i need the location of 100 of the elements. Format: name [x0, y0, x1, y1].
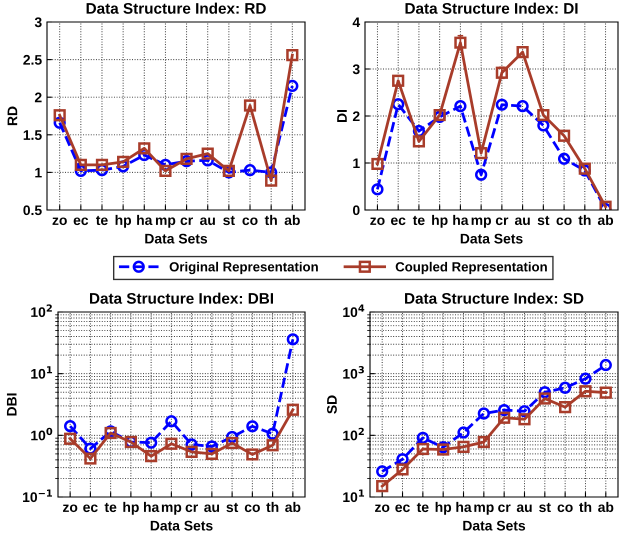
x-axis-title: Data Sets [463, 520, 526, 531]
point [416, 432, 429, 444]
x-tick-label: st [539, 502, 551, 512]
point [538, 392, 551, 405]
x-tick-label: mp [162, 504, 182, 515]
y-axis-title: DI [337, 110, 347, 122]
point [600, 358, 612, 372]
x-tick-label: hp [432, 214, 448, 228]
point [392, 74, 404, 87]
x-tick-label: ec [395, 504, 410, 512]
y-tick-label: 0 [352, 205, 360, 216]
point [96, 158, 108, 171]
point [437, 443, 450, 456]
point [159, 164, 172, 178]
point [478, 436, 490, 448]
x-tick-label: zo [52, 217, 67, 226]
x-tick-label: ab [598, 502, 614, 512]
point [498, 412, 510, 424]
x-tick-label: au [200, 217, 215, 226]
chart-title: Data Structure Index: DI [406, 2, 578, 14]
y-axis-title: RD [8, 106, 18, 126]
point [600, 386, 612, 399]
x-tick-label: st [223, 216, 235, 226]
point [371, 158, 384, 170]
y-tick-label: 1 [353, 158, 360, 168]
x-tick-label: ha [453, 214, 469, 226]
x-tick-label: zo [370, 217, 385, 226]
x-tick-label: au [514, 217, 530, 226]
point [180, 152, 193, 165]
y-tick-label: 10$^{1}$ [343, 490, 364, 502]
y-tick-label: 2 [352, 111, 360, 122]
point [117, 156, 130, 168]
x-tick-label: co [558, 504, 573, 512]
y-tick-label: 10$^{2}$ [31, 304, 52, 318]
point [376, 480, 388, 492]
x-axis-title: Data Sets [460, 234, 523, 244]
point [454, 100, 467, 112]
chart-title: Data Structure Index: SD [405, 292, 584, 304]
point [496, 66, 508, 79]
point [286, 48, 298, 62]
point [558, 152, 570, 165]
x-tick-label: hp [123, 502, 139, 515]
point [371, 183, 384, 196]
point [558, 130, 570, 142]
x-tick-label: te [96, 216, 108, 226]
y-tick-label: 10$^{1}$ [31, 366, 52, 379]
x-tick-label: ab [284, 214, 300, 226]
x-tick-label: mp [472, 217, 491, 228]
x-tick-label: ec [391, 217, 406, 226]
x-tick-label: th [264, 214, 277, 226]
point [246, 420, 258, 432]
x-tick-label: hp [116, 214, 132, 228]
x-tick-label: ha [137, 214, 152, 226]
x-tick-label: cr [496, 217, 508, 226]
x-tick-label: cr [186, 504, 198, 512]
y-tick-label: 10$^{2}$ [343, 428, 364, 440]
x-tick-label: te [104, 502, 116, 512]
x-tick-label: te [416, 502, 429, 512]
y-tick-label: 2.5 [23, 54, 42, 65]
point [579, 372, 592, 385]
x-tick-label: cr [498, 504, 511, 512]
point [165, 415, 178, 428]
y-tick-label: 0.5 [23, 205, 42, 216]
y-tick-label: 4 [352, 17, 360, 28]
point [454, 36, 467, 49]
y-axis-title: SD [327, 395, 337, 414]
point [145, 450, 158, 462]
y-tick-label: 1 [35, 168, 42, 178]
point [138, 142, 150, 154]
x-tick-label: zo [375, 504, 390, 512]
point [202, 147, 214, 160]
x-tick-label: ab [285, 502, 300, 512]
legend-label: Coupled Representation [396, 262, 547, 274]
point [376, 465, 388, 478]
x-tick-label: ab [598, 214, 614, 226]
chart-title: Data Structure Index: DBI [90, 292, 274, 304]
point [244, 164, 256, 176]
legend-label: Original Representation [170, 262, 318, 274]
x-tick-label: ec [74, 217, 88, 226]
point [579, 385, 592, 398]
point [457, 426, 470, 439]
x-axis-title: Data Sets [145, 234, 208, 244]
x-tick-label: co [242, 217, 258, 226]
point [478, 407, 490, 420]
point [457, 440, 470, 453]
point [74, 158, 87, 171]
point [559, 400, 572, 414]
y-tick-label: 10$^{4}$ [343, 304, 364, 318]
point [496, 98, 508, 111]
point [266, 439, 279, 452]
x-tick-label: au [516, 504, 532, 512]
point [537, 108, 550, 122]
point [475, 147, 488, 160]
point [516, 46, 529, 58]
x-tick-label: cr [180, 217, 193, 226]
point [64, 420, 76, 432]
point [516, 100, 529, 112]
x-tick-label: te [412, 216, 425, 226]
x-tick-label: th [579, 502, 592, 512]
point [165, 438, 178, 450]
